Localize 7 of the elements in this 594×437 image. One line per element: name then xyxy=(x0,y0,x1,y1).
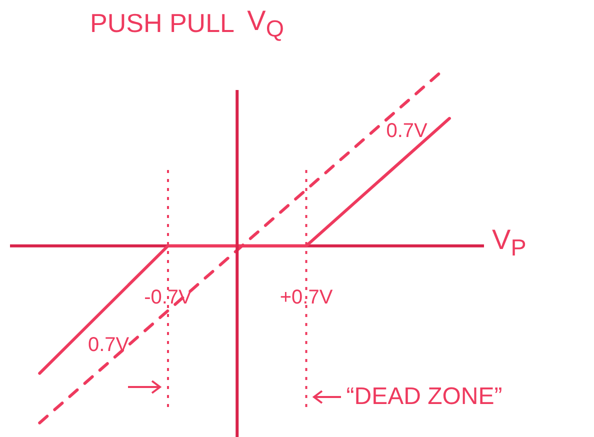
annotation: 0.7V xyxy=(88,334,130,357)
annotation: 0.7V xyxy=(386,120,428,143)
x-axis-title: V$_{P}$ xyxy=(492,224,526,262)
annotation: “DEAD ZONE” xyxy=(346,383,502,411)
x-tick-label: +0.7V xyxy=(280,286,334,308)
chart-title: PUSH PULL xyxy=(90,8,234,39)
y-axis-title: V$_{Q}$ xyxy=(247,5,284,43)
